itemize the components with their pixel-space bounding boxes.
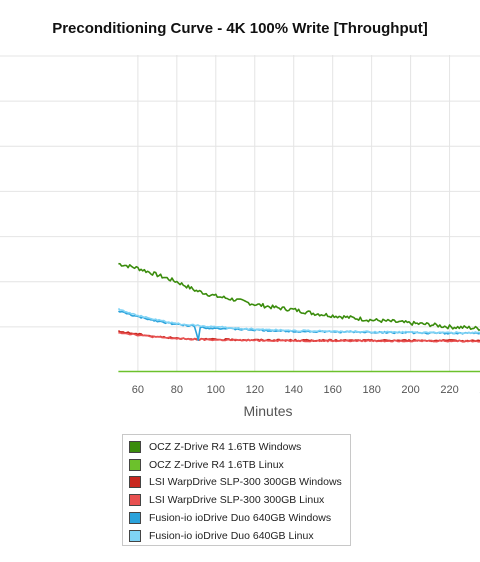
series-line [117, 307, 480, 335]
legend-item: LSI WarpDrive SLP-300 300GB Windows [129, 474, 350, 492]
legend-swatch [129, 458, 141, 471]
legend-label: LSI WarpDrive SLP-300 300GB Linux [149, 494, 325, 507]
x-axis-label: Minutes [243, 403, 293, 419]
legend-swatch [129, 440, 141, 453]
x-tick-label: 60 [132, 384, 144, 396]
legend-swatch [129, 494, 141, 507]
series-line [118, 331, 480, 343]
legend-label: Fusion-io ioDrive Duo 640GB Windows [149, 512, 332, 525]
series-line [118, 262, 480, 331]
x-tick-label: 100 [207, 384, 225, 396]
legend-swatch [129, 512, 141, 525]
x-tick-label: 140 [285, 384, 303, 396]
chart-legend: OCZ Z-Drive R4 1.6TB Windows OCZ Z-Drive … [122, 434, 351, 546]
legend-label: Fusion-io ioDrive Duo 640GB Linux [149, 529, 314, 542]
x-tick-label: 180 [362, 384, 380, 396]
x-tick-label: 80 [171, 384, 183, 396]
legend-item: OCZ Z-Drive R4 1.6TB Windows [129, 438, 350, 456]
legend-label: OCZ Z-Drive R4 1.6TB Linux [149, 458, 284, 471]
legend-swatch [129, 476, 141, 489]
x-tick-label: 160 [324, 384, 342, 396]
legend-swatch [129, 529, 141, 542]
legend-label: LSI WarpDrive SLP-300 300GB Windows [149, 476, 342, 489]
legend-label: OCZ Z-Drive R4 1.6TB Windows [149, 440, 302, 453]
series-line [118, 310, 480, 342]
legend-item: Fusion-io ioDrive Duo 640GB Linux [129, 527, 350, 545]
chart-title: Preconditioning Curve - 4K 100% Write [T… [52, 20, 428, 37]
legend-item: Fusion-io ioDrive Duo 640GB Windows [129, 509, 350, 527]
x-tick-label: 200 [401, 384, 419, 396]
chart-plot-area: 6080100120140160180200220240260280 [0, 55, 480, 396]
legend-item: LSI WarpDrive SLP-300 300GB Linux [129, 491, 350, 509]
x-tick-label: 220 [440, 384, 458, 396]
x-tick-label: 120 [246, 384, 264, 396]
legend-item: OCZ Z-Drive R4 1.6TB Linux [129, 456, 350, 474]
